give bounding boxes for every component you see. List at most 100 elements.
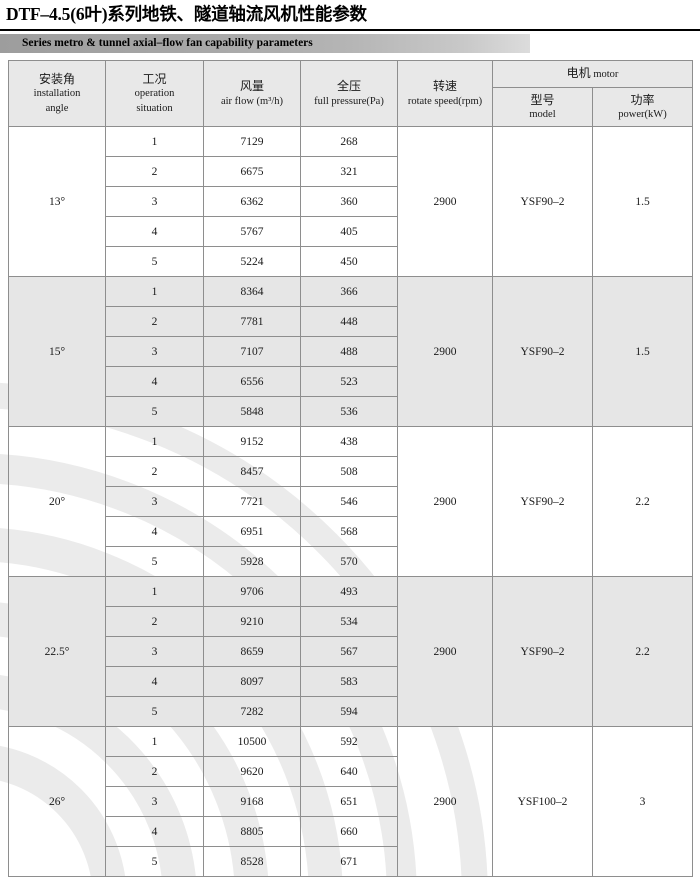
cell-full-pressure: 640 (300, 756, 398, 787)
cell-full-pressure: 493 (300, 576, 398, 607)
header-rotate-speed-cn: 转速 (432, 79, 457, 94)
cell-full-pressure: 536 (300, 396, 398, 427)
cell-operation-situation: 4 (105, 216, 204, 247)
cell-installation-angle: 22.5° (8, 576, 106, 727)
cell-installation-angle: 13° (8, 126, 106, 277)
header-air-flow-cn: 风量 (239, 79, 264, 94)
header-operation-situation-en2: situation (136, 102, 173, 114)
cell-full-pressure: 592 (300, 726, 398, 757)
cell-air-flow: 7282 (203, 696, 301, 727)
title-block: DTF–4.5(6叶)系列地铁、隧道轴流风机性能参数 Series metro … (0, 0, 700, 53)
cell-operation-situation: 5 (105, 246, 204, 277)
header-motor-cn: 电机 (566, 66, 591, 81)
header-installation-angle-en2: angle (45, 102, 69, 114)
cell-operation-situation: 2 (105, 306, 204, 337)
subtitle-text: Series metro & tunnel axial–flow fan cap… (22, 37, 313, 49)
header-operation-situation: 工况 operation situation (105, 60, 204, 127)
header-air-flow: 风量 air flow (m³/h) (203, 60, 301, 127)
cell-installation-angle: 20° (8, 426, 106, 577)
cell-full-pressure: 568 (300, 516, 398, 547)
cell-operation-situation: 1 (105, 576, 204, 607)
cell-operation-situation: 3 (105, 486, 204, 517)
cell-full-pressure: 508 (300, 456, 398, 487)
cell-full-pressure: 450 (300, 246, 398, 277)
cell-air-flow: 7781 (203, 306, 301, 337)
cell-operation-situation: 2 (105, 156, 204, 187)
cell-air-flow: 9620 (203, 756, 301, 787)
table-row: 13° 1 7129 268 2900 YSF90–2 1.5 (8, 126, 694, 277)
table-row: 2 6675 321 (9, 156, 693, 187)
subtitle-bar: Series metro & tunnel axial–flow fan cap… (0, 33, 530, 53)
header-motor-model-en: model (529, 109, 556, 120)
table-row: 15° 1 8364 366 2900 YSF90–2 1.5 (8, 276, 694, 427)
table-row: 26° 1 10500 592 2900 YSF100–2 3 (8, 726, 694, 877)
cell-full-pressure: 660 (300, 816, 398, 847)
cell-air-flow: 7107 (203, 336, 301, 367)
cell-motor-model: YSF90–2 (492, 276, 593, 427)
cell-full-pressure: 546 (300, 486, 398, 517)
cell-motor-model: YSF90–2 (492, 126, 593, 277)
table-header-row-2: 型号 model 功率 power(kW) (9, 87, 694, 127)
cell-air-flow: 8364 (203, 276, 301, 307)
cell-operation-situation: 1 (105, 126, 204, 157)
table-row: 4 5767 405 (9, 216, 693, 247)
cell-full-pressure: 534 (300, 606, 398, 637)
cell-operation-situation: 4 (105, 366, 204, 397)
cell-air-flow: 5848 (203, 396, 301, 427)
cell-full-pressure: 360 (300, 186, 398, 217)
cell-motor-power: 2.2 (591, 576, 694, 727)
cell-operation-situation: 4 (105, 666, 204, 697)
cell-air-flow: 6951 (203, 516, 301, 547)
cell-operation-situation: 3 (105, 186, 204, 217)
table-header: 安装角 installation angle 工况 operation situ… (8, 60, 694, 127)
cell-air-flow: 8097 (203, 666, 301, 697)
header-air-flow-en: air flow (m³/h) (220, 95, 284, 107)
cell-full-pressure: 448 (300, 306, 398, 337)
cell-full-pressure: 671 (300, 846, 398, 877)
cell-operation-situation: 2 (105, 606, 204, 637)
cell-motor-power: 1.5 (591, 126, 694, 277)
cell-operation-situation: 4 (105, 816, 204, 847)
cell-operation-situation: 3 (105, 786, 204, 817)
cell-operation-situation: 1 (105, 426, 204, 457)
header-motor-power-en: power(kW) (618, 109, 667, 120)
cell-air-flow: 7721 (203, 486, 301, 517)
cell-full-pressure: 567 (300, 636, 398, 667)
cell-operation-situation: 3 (105, 336, 204, 367)
fan-capability-parameters-table: 安装角 installation angle 工况 operation situ… (8, 60, 694, 877)
page-title: DTF–4.5(6叶)系列地铁、隧道轴流风机性能参数 (6, 4, 367, 24)
header-installation-angle: 安装角 installation angle (8, 60, 106, 127)
cell-operation-situation: 1 (105, 276, 204, 307)
header-motor-power: 功率 power(kW) (591, 87, 694, 127)
table-header-row-1: 安装角 installation angle 工况 operation situ… (8, 60, 694, 127)
cell-motor-power: 3 (591, 726, 694, 877)
cell-motor-power: 1.5 (591, 276, 694, 427)
cell-air-flow: 10500 (203, 726, 301, 757)
header-motor-group: 电机 motor (491, 60, 694, 88)
cell-full-pressure: 438 (300, 426, 398, 457)
header-operation-situation-en1: operation (134, 88, 175, 100)
cell-rotate-speed: 2900 (397, 426, 493, 577)
cell-air-flow: 9706 (203, 576, 301, 607)
cell-full-pressure: 268 (300, 126, 398, 157)
header-full-pressure-cn: 全压 (336, 79, 361, 94)
cell-air-flow: 8457 (203, 456, 301, 487)
table-row: 22.5° 1 9706 493 2900 YSF90–2 2.2 (8, 576, 694, 727)
header-installation-angle-en1: installation (33, 88, 81, 100)
cell-rotate-speed: 2900 (397, 126, 493, 277)
cell-full-pressure: 651 (300, 786, 398, 817)
header-rotate-speed: 转速 rotate speed(rpm) (397, 60, 493, 127)
cell-full-pressure: 594 (300, 696, 398, 727)
cell-operation-situation: 3 (105, 636, 204, 667)
header-motor-en: motor (593, 69, 619, 81)
cell-air-flow: 9152 (203, 426, 301, 457)
cell-full-pressure: 488 (300, 336, 398, 367)
cell-air-flow: 8528 (203, 846, 301, 877)
cell-operation-situation: 2 (105, 456, 204, 487)
cell-motor-model: YSF90–2 (492, 576, 593, 727)
cell-air-flow: 6556 (203, 366, 301, 397)
header-operation-situation-cn: 工况 (142, 72, 167, 87)
header-rotate-speed-en: rotate speed(rpm) (407, 95, 483, 107)
title-divider-rule (0, 29, 700, 31)
cell-air-flow: 5767 (203, 216, 301, 247)
